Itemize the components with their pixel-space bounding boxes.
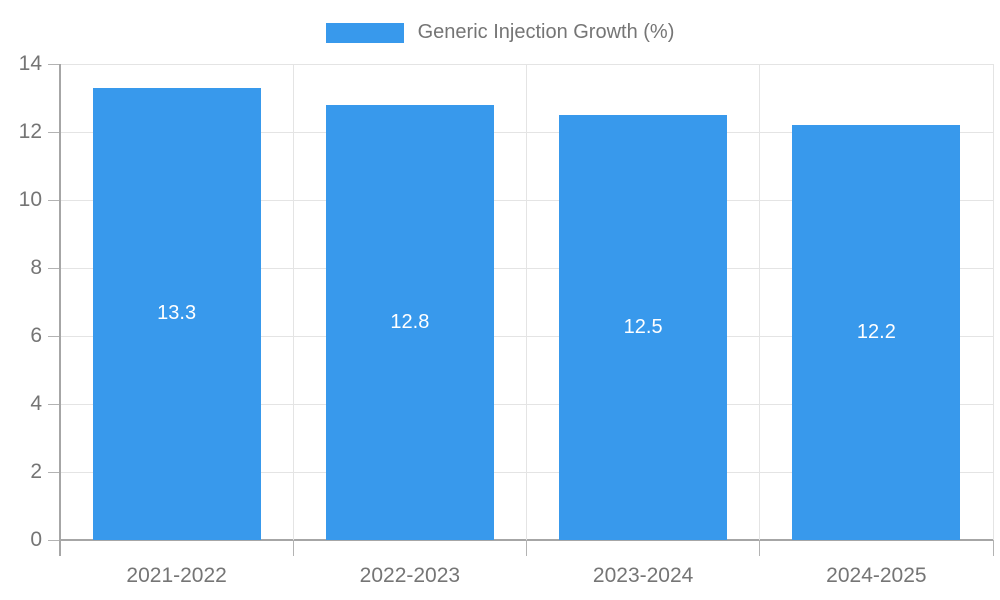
y-tick-label: 10 (18, 188, 42, 211)
legend[interactable]: Generic Injection Growth (%) (0, 21, 1000, 44)
y-axis-line (59, 64, 61, 556)
y-tick-mark (48, 199, 60, 201)
bar-value-label: 12.5 (623, 316, 663, 338)
x-tick-label: 2024-2025 (826, 564, 927, 587)
x-tick-mark (992, 540, 994, 556)
bar[interactable]: 12.2 (792, 125, 961, 540)
bar[interactable]: 13.3 (92, 87, 261, 540)
y-tick-label: 0 (30, 528, 42, 551)
v-gridline (526, 64, 527, 540)
bar-value-label: 13.3 (157, 302, 197, 325)
bar[interactable]: 12.5 (559, 115, 728, 540)
x-tick-label: 2022-2023 (359, 564, 461, 587)
x-tick-label: 2021-2022 (126, 564, 227, 587)
y-tick-mark (48, 539, 60, 541)
v-gridline (292, 64, 294, 540)
x-tick-mark (292, 540, 294, 556)
x-tick-mark (759, 540, 761, 556)
bar-value-label: 12.2 (856, 321, 896, 344)
legend-label: Generic Injection Growth (%) (417, 21, 675, 43)
y-tick-mark (48, 267, 60, 269)
bar[interactable]: 12.8 (325, 104, 494, 540)
y-tick-mark (48, 131, 60, 133)
v-gridline (759, 64, 761, 540)
x-tick-label: 2023-2024 (592, 564, 694, 587)
bar-value-label: 12.8 (390, 310, 430, 333)
y-tick-label: 2 (30, 460, 42, 483)
v-gridline (992, 64, 994, 540)
legend-swatch (325, 22, 404, 43)
y-tick-label: 8 (30, 256, 42, 279)
x-tick-mark (526, 540, 527, 556)
y-tick-mark (48, 471, 60, 473)
y-tick-label: 6 (30, 324, 42, 347)
y-tick-mark (48, 335, 60, 337)
y-tick-mark (48, 63, 60, 65)
y-tick-label: 4 (30, 392, 42, 415)
y-tick-label: 14 (18, 52, 42, 75)
y-tick-label: 12 (18, 120, 42, 143)
y-tick-mark (48, 403, 60, 405)
